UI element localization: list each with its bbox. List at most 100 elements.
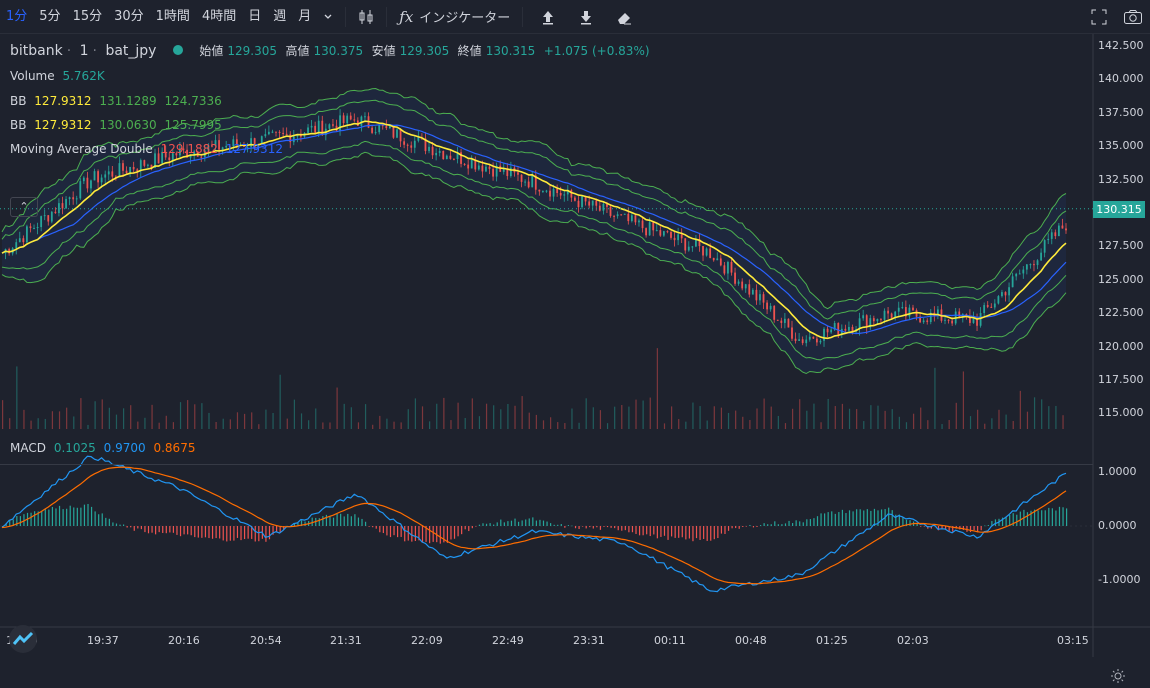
volume-bar (500, 409, 502, 429)
candle-body (200, 156, 203, 158)
candle-body (527, 181, 530, 188)
timeframe-0[interactable]: 1分 (6, 9, 28, 24)
price-chart-canvas[interactable] (0, 34, 1150, 657)
candle-body (332, 124, 334, 126)
candle-body (1054, 232, 1057, 237)
macd-hist-bar (880, 509, 883, 526)
candle-body (456, 152, 459, 160)
macd-hist-bar (194, 526, 196, 538)
price-tick: 142.500 (1098, 39, 1144, 52)
candle-body (922, 320, 925, 323)
chart-area[interactable]: bitbank · 1 · bat_jpy 始値 129.305 高値 130.375 … (0, 34, 1150, 683)
volume-value: 5.762K (62, 69, 105, 83)
volume-bar (628, 406, 630, 429)
volume-bar (272, 412, 274, 429)
ma-legend[interactable]: Moving Average Double 129.1882 127.9312 (10, 142, 287, 156)
volume-legend[interactable]: Volume 5.762K (10, 69, 109, 83)
candle-body (947, 319, 950, 321)
bb1-legend[interactable]: BB 127.9312 131.1289 124.7336 (10, 94, 226, 108)
volume-bar (635, 399, 637, 429)
candle-body (257, 144, 260, 148)
price-tick: 127.500 (1098, 239, 1144, 253)
candle-body (179, 148, 181, 156)
volume-bar (73, 416, 75, 429)
timeframe-7[interactable]: 週 (273, 9, 287, 24)
volume-bar (87, 424, 89, 429)
timeframe-3[interactable]: 30分 (114, 9, 144, 24)
macd-hist-bar (852, 511, 854, 526)
candle-body (755, 289, 758, 301)
candle-body (353, 119, 356, 121)
volume-bar (336, 387, 338, 429)
timeframe-1[interactable]: 5分 (39, 9, 61, 24)
macd-hist-bar (1066, 508, 1068, 526)
bb2-legend[interactable]: BB 127.9312 130.0630 125.7995 (10, 118, 226, 132)
macd-hist-bar (923, 526, 925, 527)
timeframe-5[interactable]: 4時間 (201, 9, 237, 24)
macd-hist-bar (176, 526, 178, 535)
candle-body (431, 146, 434, 156)
candle-body (719, 258, 722, 266)
candle-body (926, 320, 929, 322)
candle-body (837, 323, 840, 335)
chevron-down-icon[interactable] (317, 0, 339, 33)
candle-body (118, 163, 121, 178)
macd-hist-bar (108, 518, 110, 526)
macd-hist-bar (994, 519, 997, 526)
macd-hist-bar (268, 526, 271, 540)
macd-hist-bar (799, 521, 801, 526)
macd-value: 0.9700 (103, 441, 146, 455)
candle-body (495, 165, 498, 177)
timeframe-8[interactable]: 月 (298, 9, 312, 24)
candle-body (566, 190, 569, 195)
download-icon[interactable] (567, 0, 605, 33)
pane-separator[interactable] (0, 464, 1093, 465)
macd-hist-bar (624, 526, 626, 531)
macd-hist-bar (710, 526, 712, 541)
function-icon: ƒx (399, 7, 414, 26)
volume-bar (23, 409, 25, 429)
candle-body (488, 166, 491, 169)
candle-body (97, 171, 99, 183)
camera-icon[interactable] (1116, 0, 1150, 33)
volume-bar (251, 412, 253, 429)
candle-body (235, 139, 238, 146)
candle-body (1008, 287, 1010, 296)
candle-body (296, 135, 299, 137)
macd-hist-bar (688, 526, 690, 539)
collapse-legend-button[interactable]: ⌃ (10, 197, 38, 217)
macd-hist-bar (635, 526, 637, 534)
candle-body (833, 323, 836, 330)
candle-body (47, 215, 50, 222)
volume-bar (357, 422, 360, 429)
upload-icon[interactable] (529, 0, 567, 33)
candle-body (285, 133, 288, 135)
macd-hist-bar (574, 526, 577, 529)
indicators-button[interactable]: ƒx インジケーター (393, 0, 516, 33)
candle-body (157, 153, 160, 164)
volume-bar (578, 422, 580, 429)
bb2-upper-line (1, 99, 1067, 320)
candle-body (86, 177, 89, 189)
tradingview-logo[interactable] (9, 625, 37, 653)
macd-hist-bar (713, 526, 715, 540)
timeframe-2[interactable]: 15分 (72, 9, 103, 24)
timeframe-4[interactable]: 1時間 (155, 9, 190, 24)
macd-hist-bar (681, 526, 683, 538)
candle-body (68, 197, 71, 200)
macd-legend[interactable]: MACD 0.1025 0.9700 0.8675 (10, 441, 199, 455)
fullscreen-icon[interactable] (1082, 0, 1116, 33)
gear-icon[interactable] (1110, 668, 1126, 688)
macd-hist-bar (941, 526, 943, 530)
eraser-icon[interactable] (605, 0, 643, 33)
macd-hist-bar (1037, 510, 1039, 526)
macd-hist-bar (51, 506, 54, 526)
volume-bar (9, 418, 11, 429)
candle-body (520, 174, 523, 182)
candlestick-icon[interactable] (352, 0, 380, 33)
macd-hist-bar (243, 526, 246, 540)
macd-hist-bar (471, 526, 473, 529)
candle-body (417, 137, 420, 141)
timeframe-6[interactable]: 日 (248, 9, 262, 24)
candle-body (1018, 273, 1021, 275)
